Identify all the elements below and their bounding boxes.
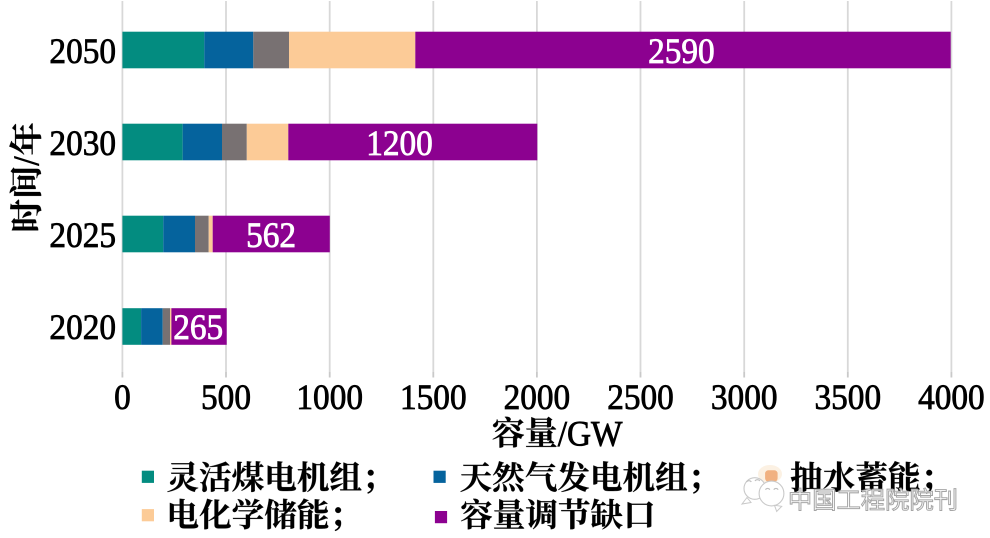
svg-text:2020: 2020 xyxy=(49,307,116,348)
svg-text:3500: 3500 xyxy=(815,377,882,418)
svg-text:4000: 4000 xyxy=(918,377,985,418)
svg-text:/GW: /GW xyxy=(558,413,623,454)
svg-text:562: 562 xyxy=(246,215,296,256)
svg-text:2500: 2500 xyxy=(607,377,674,418)
svg-text:/: / xyxy=(6,156,47,166)
svg-text:3000: 3000 xyxy=(711,377,778,418)
svg-text:2590: 2590 xyxy=(648,31,715,72)
svg-text:1500: 1500 xyxy=(400,377,467,418)
svg-text:2050: 2050 xyxy=(49,31,116,72)
svg-text:2025: 2025 xyxy=(49,215,116,256)
svg-text:1200: 1200 xyxy=(366,123,433,164)
svg-text:1000: 1000 xyxy=(296,377,363,418)
svg-text:2000: 2000 xyxy=(504,377,571,418)
svg-text:0: 0 xyxy=(114,377,131,418)
svg-text:265: 265 xyxy=(173,307,223,348)
svg-text:500: 500 xyxy=(201,377,251,418)
svg-text:2030: 2030 xyxy=(49,123,116,164)
